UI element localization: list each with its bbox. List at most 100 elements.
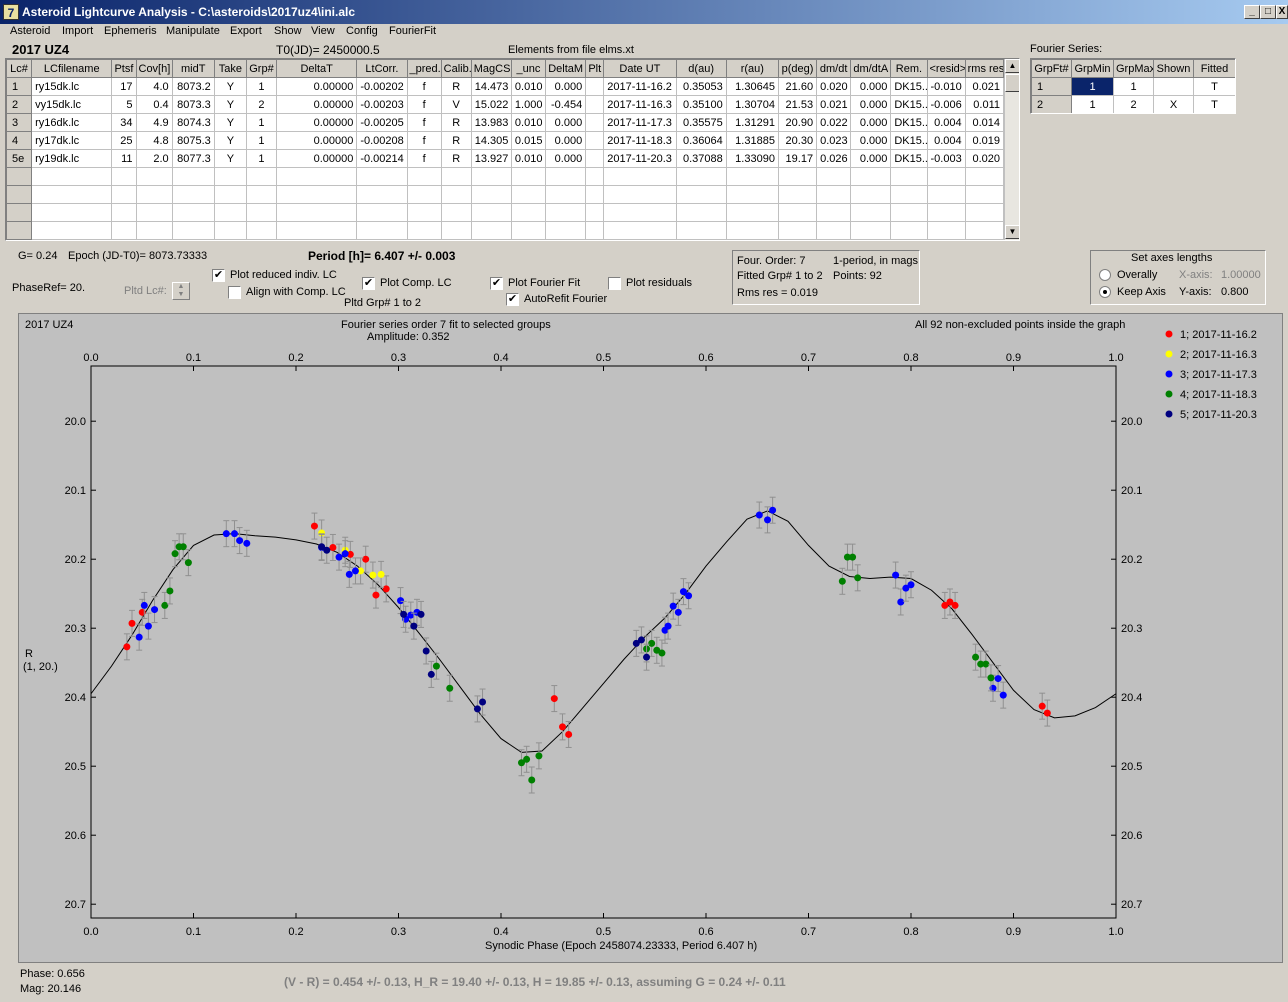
table-cell[interactable]: 1.31885 — [725, 131, 779, 150]
table-cell[interactable]: 4 — [6, 131, 33, 150]
table-cell[interactable] — [585, 167, 605, 186]
table-cell[interactable]: f — [406, 113, 442, 132]
table-cell[interactable]: 1 — [245, 113, 278, 132]
table-cell[interactable] — [777, 221, 818, 240]
table-cell[interactable] — [777, 167, 818, 186]
table-cell[interactable]: 1.000 — [510, 95, 547, 114]
table-cell[interactable]: 0.004 — [926, 131, 966, 150]
column-header[interactable]: LCfilename — [31, 59, 113, 78]
table-cell[interactable] — [926, 167, 966, 186]
table-cell[interactable]: 1 — [6, 77, 33, 96]
table-cell[interactable] — [890, 221, 928, 240]
fourier-column-header[interactable]: GrpMax — [1113, 59, 1154, 78]
menu-show[interactable]: Show — [274, 25, 302, 37]
table-cell[interactable]: -0.00203 — [356, 95, 408, 114]
table-cell[interactable] — [406, 167, 442, 186]
column-header[interactable]: Cov[h] — [135, 59, 173, 78]
table-cell[interactable]: 2017-11-17.3 — [603, 113, 677, 132]
table-cell[interactable] — [31, 203, 113, 222]
table-cell[interactable] — [585, 113, 605, 132]
table-cell[interactable]: 0.35100 — [675, 95, 727, 114]
column-header[interactable]: dm/dt — [816, 59, 852, 78]
column-header[interactable]: r(au) — [725, 59, 779, 78]
table-cell[interactable]: DK15... — [890, 113, 928, 132]
menu-export[interactable]: Export — [230, 25, 262, 37]
menu-import[interactable]: Import — [62, 25, 94, 37]
table-cell[interactable]: DK15... — [890, 77, 928, 96]
table-cell[interactable] — [585, 131, 605, 150]
pltd-lc-spinner[interactable]: ▲ ▼ — [172, 282, 190, 300]
column-header[interactable]: Rem. — [890, 59, 928, 78]
fourier-cell[interactable] — [1153, 77, 1194, 96]
table-cell[interactable]: 0.000 — [545, 149, 587, 168]
table-cell[interactable]: V — [440, 95, 472, 114]
table-cell[interactable] — [585, 95, 605, 114]
column-header[interactable]: MagCS — [470, 59, 512, 78]
column-header[interactable]: LtCorr. — [356, 59, 408, 78]
plot-comp-checkbox[interactable]: ✔ — [362, 277, 375, 290]
menu-fourierfit[interactable]: FourierFit — [389, 25, 437, 37]
overall-radio[interactable] — [1099, 269, 1111, 281]
table-cell[interactable]: 14.305 — [470, 131, 512, 150]
table-cell[interactable] — [213, 167, 247, 186]
table-cell[interactable]: 5e — [6, 149, 33, 168]
table-cell[interactable]: -0.00208 — [356, 131, 408, 150]
table-cell[interactable] — [245, 185, 278, 204]
column-header[interactable]: p(deg) — [777, 59, 818, 78]
menu-manipulate[interactable]: Manipulate — [166, 25, 220, 37]
table-cell[interactable] — [603, 167, 677, 186]
table-cell[interactable]: 1 — [245, 149, 278, 168]
column-header[interactable]: Take — [213, 59, 247, 78]
table-cell[interactable]: 0.35575 — [675, 113, 727, 132]
table-cell[interactable]: 0.36064 — [675, 131, 727, 150]
column-header[interactable]: _pred. — [406, 59, 442, 78]
column-header[interactable]: rms res — [964, 59, 1005, 78]
table-cell[interactable] — [276, 203, 358, 222]
table-cell[interactable]: 0.021 — [964, 77, 1005, 96]
table-cell[interactable] — [213, 185, 247, 204]
table-cell[interactable]: Y — [213, 131, 247, 150]
table-cell[interactable] — [406, 203, 442, 222]
table-cell[interactable] — [926, 203, 966, 222]
table-cell[interactable]: 4.0 — [135, 77, 173, 96]
table-cell[interactable]: ry15dk.lc — [31, 77, 113, 96]
table-cell[interactable]: f — [406, 77, 442, 96]
table-cell[interactable] — [440, 221, 472, 240]
scroll-down-arrow-icon[interactable]: ▼ — [1005, 225, 1019, 239]
table-cell[interactable] — [31, 167, 113, 186]
align-comp-checkbox[interactable] — [228, 286, 241, 299]
table-cell[interactable]: 4.9 — [135, 113, 173, 132]
table-cell[interactable] — [213, 221, 247, 240]
table-row[interactable]: 3 ry16dk.lc 34 4.9 8074.3 Y 1 0.00000 -0.00205 f R… — [6, 113, 1005, 132]
scroll-thumb[interactable] — [1005, 74, 1019, 92]
fourier-cell[interactable]: T — [1193, 77, 1235, 96]
table-cell[interactable]: 0.010 — [510, 149, 547, 168]
table-cell[interactable] — [111, 185, 137, 204]
table-cell[interactable]: 1.33090 — [725, 149, 779, 168]
table-cell[interactable] — [171, 185, 215, 204]
table-cell[interactable] — [111, 221, 137, 240]
table-cell[interactable]: 0.004 — [926, 113, 966, 132]
table-cell[interactable]: 0.00000 — [276, 131, 358, 150]
table-cell[interactable] — [6, 203, 33, 222]
table-row[interactable]: 5e ry19dk.lc 11 2.0 8077.3 Y 1 0.00000 -0.00214 f… — [6, 149, 1005, 168]
table-cell[interactable]: vy15dk.lc — [31, 95, 113, 114]
table-cell[interactable] — [510, 167, 547, 186]
table-cell[interactable] — [890, 185, 928, 204]
table-cell[interactable]: 0.022 — [816, 113, 852, 132]
table-cell[interactable] — [816, 203, 852, 222]
table-cell[interactable]: R — [440, 113, 472, 132]
column-header[interactable]: d(au) — [675, 59, 727, 78]
table-cell[interactable] — [926, 185, 966, 204]
table-cell[interactable]: 0.019 — [964, 131, 1005, 150]
table-cell[interactable]: 1 — [245, 131, 278, 150]
table-cell[interactable] — [725, 167, 779, 186]
table-cell[interactable]: DK15... — [890, 95, 928, 114]
table-cell[interactable]: 0.020 — [816, 77, 852, 96]
table-cell[interactable] — [585, 149, 605, 168]
column-header[interactable]: Ptsf — [111, 59, 137, 78]
table-cell[interactable] — [440, 185, 472, 204]
table-cell[interactable]: Y — [213, 77, 247, 96]
table-cell[interactable]: 1.30704 — [725, 95, 779, 114]
table-row-empty[interactable] — [6, 203, 1005, 222]
